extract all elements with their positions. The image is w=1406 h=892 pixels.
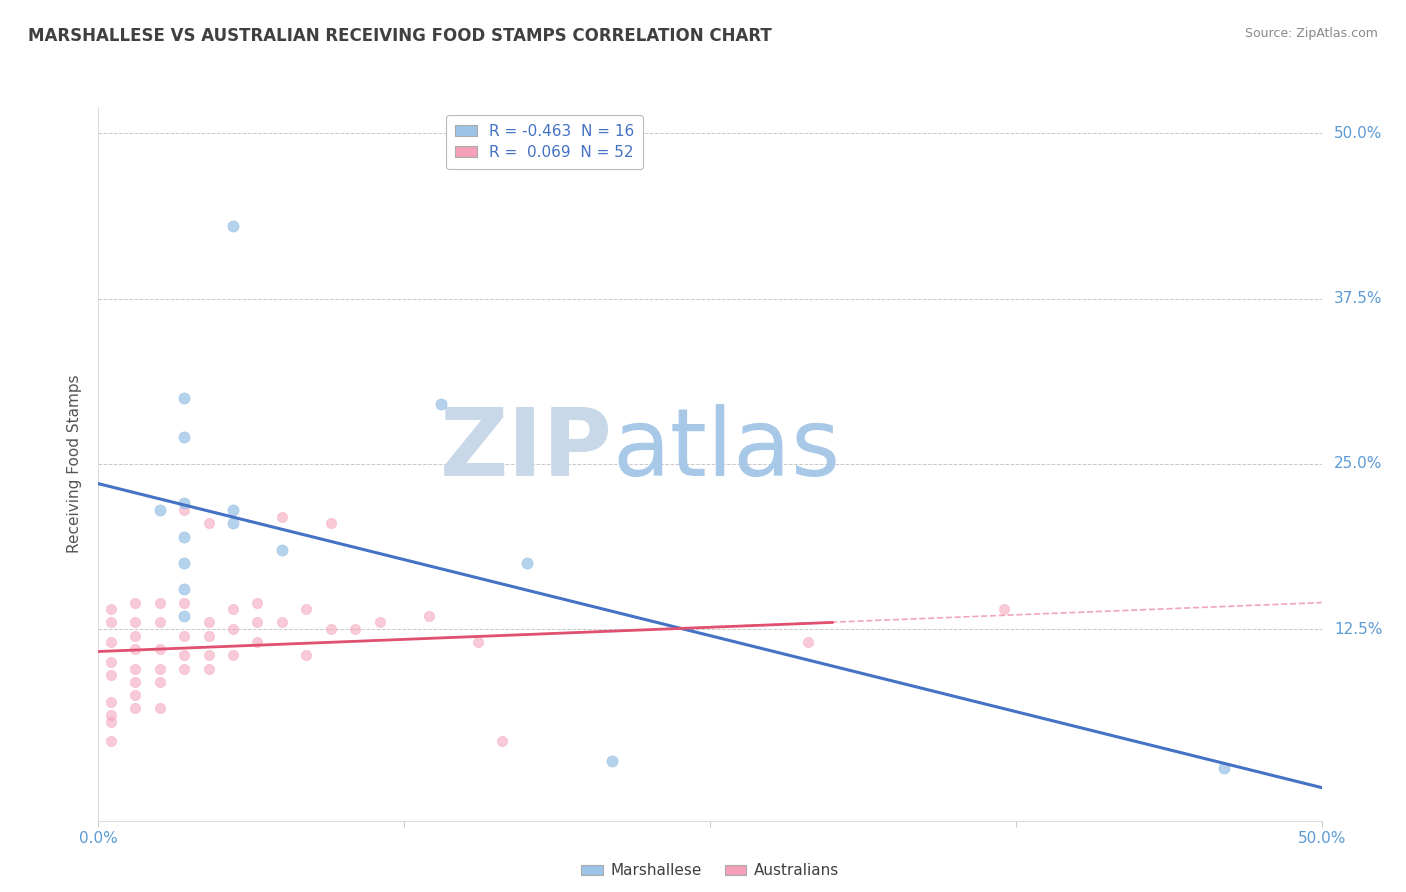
Point	[270, 542, 294, 557]
Point	[173, 596, 195, 610]
Y-axis label: Receiving Food Stamps: Receiving Food Stamps	[67, 375, 83, 553]
Point	[100, 707, 122, 722]
Point	[515, 556, 537, 570]
Point	[149, 641, 172, 656]
Point	[173, 430, 195, 444]
Point	[600, 754, 623, 768]
Point	[368, 615, 391, 630]
Text: 37.5%: 37.5%	[1334, 291, 1382, 306]
Point	[173, 496, 195, 510]
Point	[173, 608, 195, 623]
Point	[197, 516, 219, 531]
Point	[149, 503, 172, 517]
Text: ZIP: ZIP	[439, 403, 612, 496]
Point	[149, 701, 172, 715]
Point	[993, 602, 1015, 616]
Point	[100, 655, 122, 669]
Legend: Marshallese, Australians: Marshallese, Australians	[575, 857, 845, 884]
Point	[100, 668, 122, 682]
Point	[319, 516, 342, 531]
Point	[173, 556, 195, 570]
Point	[124, 662, 146, 676]
Point	[246, 596, 269, 610]
Point	[222, 503, 245, 517]
Point	[270, 509, 294, 524]
Point	[124, 629, 146, 643]
Point	[491, 734, 513, 748]
Point	[100, 734, 122, 748]
Point	[246, 615, 269, 630]
Text: atlas: atlas	[612, 403, 841, 496]
Point	[222, 219, 245, 233]
Point	[797, 635, 820, 649]
Point	[197, 629, 219, 643]
Text: 12.5%: 12.5%	[1334, 622, 1382, 637]
Point	[124, 596, 146, 610]
Point	[222, 602, 245, 616]
Point	[1212, 761, 1234, 775]
Point	[173, 391, 195, 405]
Point	[100, 635, 122, 649]
Point	[197, 615, 219, 630]
Text: 50.0%: 50.0%	[1334, 126, 1382, 141]
Point	[173, 662, 195, 676]
Point	[100, 615, 122, 630]
Point	[149, 662, 172, 676]
Point	[100, 602, 122, 616]
Point	[100, 695, 122, 709]
Point	[222, 516, 245, 531]
Point	[222, 648, 245, 663]
Point	[295, 602, 318, 616]
Text: 25.0%: 25.0%	[1334, 457, 1382, 471]
Point	[124, 701, 146, 715]
Point	[173, 582, 195, 597]
Point	[124, 615, 146, 630]
Point	[418, 608, 440, 623]
Point	[173, 529, 195, 543]
Point	[100, 714, 122, 729]
Point	[295, 648, 318, 663]
Point	[124, 688, 146, 702]
Text: MARSHALLESE VS AUSTRALIAN RECEIVING FOOD STAMPS CORRELATION CHART: MARSHALLESE VS AUSTRALIAN RECEIVING FOOD…	[28, 27, 772, 45]
Point	[467, 635, 489, 649]
Point	[344, 622, 367, 636]
Point	[270, 615, 294, 630]
Point	[222, 622, 245, 636]
Point	[246, 635, 269, 649]
Point	[124, 674, 146, 689]
Point	[319, 622, 342, 636]
Point	[124, 641, 146, 656]
Point	[197, 648, 219, 663]
Point	[149, 615, 172, 630]
Point	[197, 662, 219, 676]
Point	[173, 629, 195, 643]
Point	[149, 596, 172, 610]
Point	[149, 674, 172, 689]
Point	[430, 397, 453, 411]
Point	[173, 503, 195, 517]
Text: Source: ZipAtlas.com: Source: ZipAtlas.com	[1244, 27, 1378, 40]
Point	[173, 648, 195, 663]
